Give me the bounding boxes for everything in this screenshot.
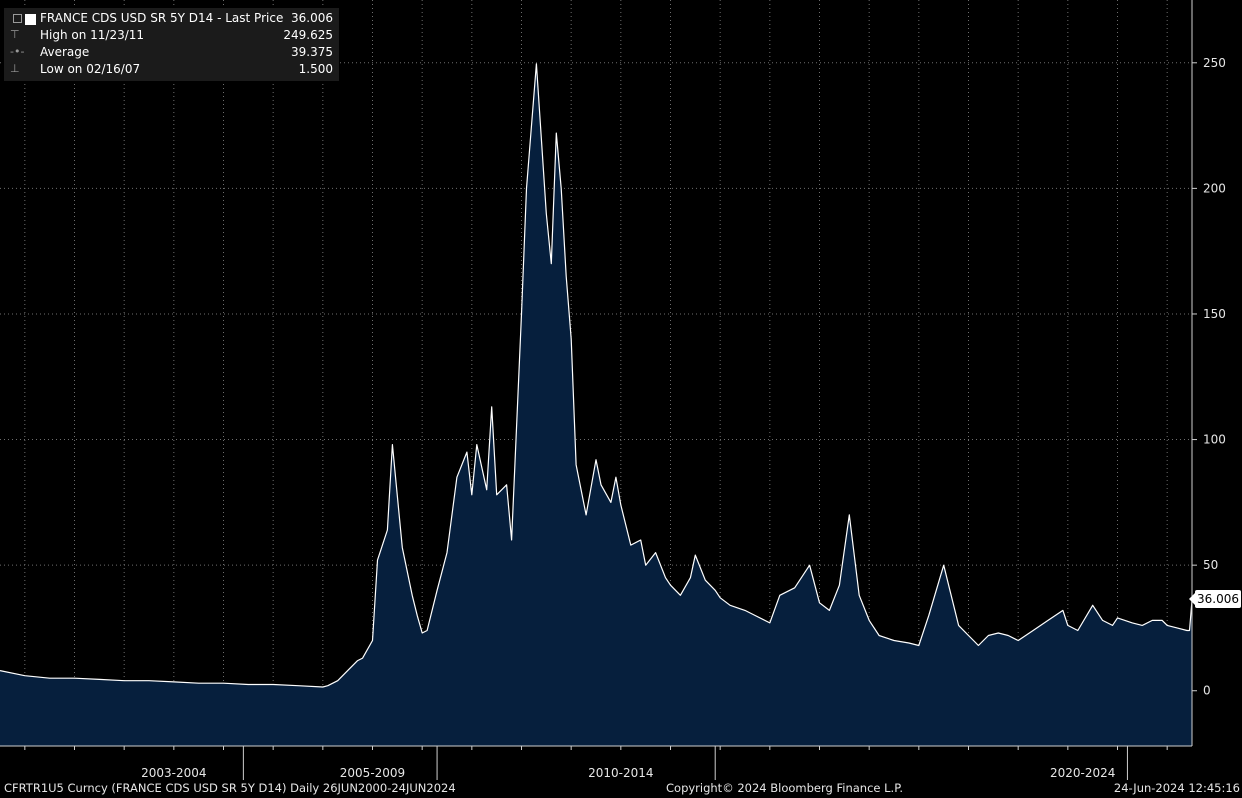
y-tick-label: 50	[1203, 558, 1218, 572]
legend-last-value: 36.006	[291, 11, 333, 25]
x-group-label: 2003-2004	[141, 766, 206, 780]
legend-row-low: ⊥ Low on 02/16/07 1.500	[4, 61, 339, 77]
legend-high-value: 249.625	[283, 28, 333, 42]
legend-average-label: Average	[40, 45, 90, 59]
price-line	[0, 63, 1193, 688]
series-swatch-icon	[25, 14, 36, 25]
legend-high-label: High on 11/23/11	[40, 28, 145, 42]
y-axis: 0 50 100 150 200 250	[1191, 0, 1226, 746]
legend-low-value: 1.500	[298, 62, 333, 76]
y-tick-label: 250	[1203, 56, 1226, 70]
footer-ticker: CFRTR1U5 Curncy (FRANCE CDS USD SR 5Y D1…	[4, 781, 456, 795]
legend-title: FRANCE CDS USD SR 5Y D14 - Last Price	[40, 11, 284, 25]
legend-row-high: ⊤ High on 11/23/11 249.625	[4, 27, 339, 43]
y-tick-label: 200	[1203, 181, 1226, 195]
average-marker-icon: -•-	[10, 45, 25, 58]
last-price-tag: 36.006	[1189, 590, 1241, 608]
grid	[0, 0, 1192, 746]
legend-row-average: -•- Average 39.375	[4, 44, 339, 60]
legend-average-value: 39.375	[291, 45, 333, 59]
y-tick-label: 0	[1203, 684, 1211, 698]
x-group-label: 2005-2009	[340, 766, 405, 780]
price-area-fill	[0, 63, 1192, 747]
legend-title-row: FRANCE CDS USD SR 5Y D14 - Last Price 36…	[4, 10, 339, 26]
x-group-label: 2010-2014	[588, 766, 653, 780]
y-tick-label: 150	[1203, 307, 1226, 321]
high-marker-icon: ⊤	[10, 28, 20, 41]
price-area	[0, 63, 1193, 747]
low-marker-icon: ⊥	[10, 62, 20, 75]
x-axis: 2003-2004 2005-2009 2010-2014 2020-2024	[0, 745, 1192, 780]
footer-copyright: Copyright© 2024 Bloomberg Finance L.P.	[666, 781, 903, 795]
collapse-icon[interactable]	[13, 14, 22, 23]
footer-timestamp: 24-Jun-2024 12:45:16	[1113, 781, 1240, 795]
legend-box: FRANCE CDS USD SR 5Y D14 - Last Price 36…	[4, 8, 339, 81]
x-group-label: 2020-2024	[1050, 766, 1115, 780]
legend-low-label: Low on 02/16/07	[40, 62, 141, 76]
y-tick-label: 100	[1203, 433, 1226, 447]
